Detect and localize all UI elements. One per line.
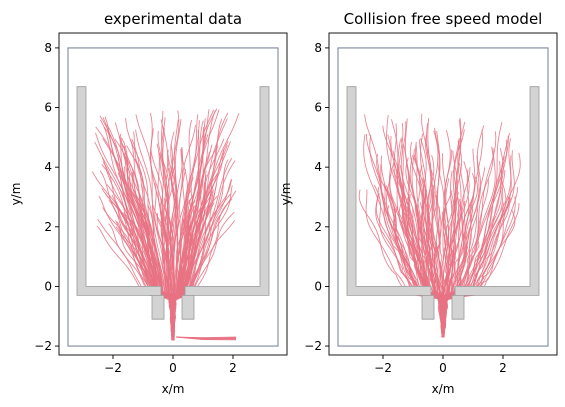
right-trajectory-line — [365, 189, 445, 338]
left-obstacle-wall — [76, 86, 162, 296]
right-trajectory-line — [442, 169, 470, 338]
right-chart-title: Collision free speed model — [344, 10, 543, 28]
right-trajectory-line — [400, 137, 444, 338]
right-x-tick-label: 0 — [439, 361, 447, 375]
left-obstacle-wall — [151, 294, 165, 320]
left-chart-panel: experimental data −2 0 2 −2 0 2 4 6 8 x/m y/m — [9, 10, 288, 396]
right-y-tick-label: 0 — [314, 279, 322, 293]
right-obstacle-wall — [451, 294, 465, 320]
right-y-tick-label: 4 — [314, 160, 322, 174]
right-y-tick-label: 2 — [314, 220, 322, 234]
left-y-ticks: −2 0 2 4 6 8 — [34, 41, 59, 353]
left-x-axis-label: x/m — [162, 382, 185, 396]
right-x-tick-label: 2 — [499, 361, 507, 375]
left-obstacle-wall — [184, 86, 270, 296]
right-y-tick-label: −2 — [304, 339, 322, 353]
right-trajectory-line — [441, 197, 512, 338]
right-y-tick-label: 6 — [314, 101, 322, 115]
right-obstacle-wall — [454, 86, 540, 296]
right-x-tick-label: −2 — [374, 361, 392, 375]
left-exit-trajectory-line — [175, 336, 237, 341]
left-chart-title: experimental data — [104, 10, 242, 28]
left-x-tick-label: 0 — [169, 361, 177, 375]
right-room-boundary — [337, 47, 549, 347]
left-y-tick-label: 6 — [44, 101, 52, 115]
right-trajectory-line — [442, 140, 463, 338]
right-y-axis-label: y/m — [279, 183, 293, 206]
left-y-tick-label: 2 — [44, 220, 52, 234]
left-x-tick-label: 2 — [229, 361, 237, 375]
right-trajectory-line — [419, 165, 445, 338]
left-trajectory-line — [160, 214, 175, 341]
right-y-ticks: −2 0 2 4 6 8 — [304, 41, 329, 353]
left-room-boundary — [67, 47, 279, 347]
right-trajectory-line — [442, 152, 521, 338]
left-x-ticks: −2 0 2 — [104, 355, 237, 375]
left-trajectory-line — [122, 223, 174, 341]
right-obstacle-wall — [421, 294, 435, 320]
right-x-axis-label: x/m — [432, 382, 455, 396]
right-y-tick-label: 8 — [314, 41, 322, 55]
left-obstacle-wall — [181, 294, 195, 320]
left-y-tick-label: 0 — [44, 279, 52, 293]
right-obstacles — [346, 86, 540, 320]
right-trajectory-line — [411, 148, 444, 338]
right-obstacle-wall — [346, 86, 432, 296]
right-trajectory-line — [373, 184, 445, 338]
right-x-ticks: −2 0 2 — [374, 355, 507, 375]
left-y-axis-label: y/m — [9, 183, 23, 206]
left-y-tick-label: 8 — [44, 41, 52, 55]
right-chart-panel: Collision free speed model −2 0 2 −202468 … — [279, 10, 558, 396]
right-trajectories — [358, 113, 521, 338]
left-trajectories — [91, 108, 240, 341]
left-obstacles — [76, 86, 270, 320]
left-y-tick-label: 4 — [44, 160, 52, 174]
left-trajectory-line — [97, 218, 174, 341]
left-trajectory-line — [172, 197, 205, 341]
left-x-tick-label: −2 — [104, 361, 122, 375]
left-y-tick-label: −2 — [34, 339, 52, 353]
